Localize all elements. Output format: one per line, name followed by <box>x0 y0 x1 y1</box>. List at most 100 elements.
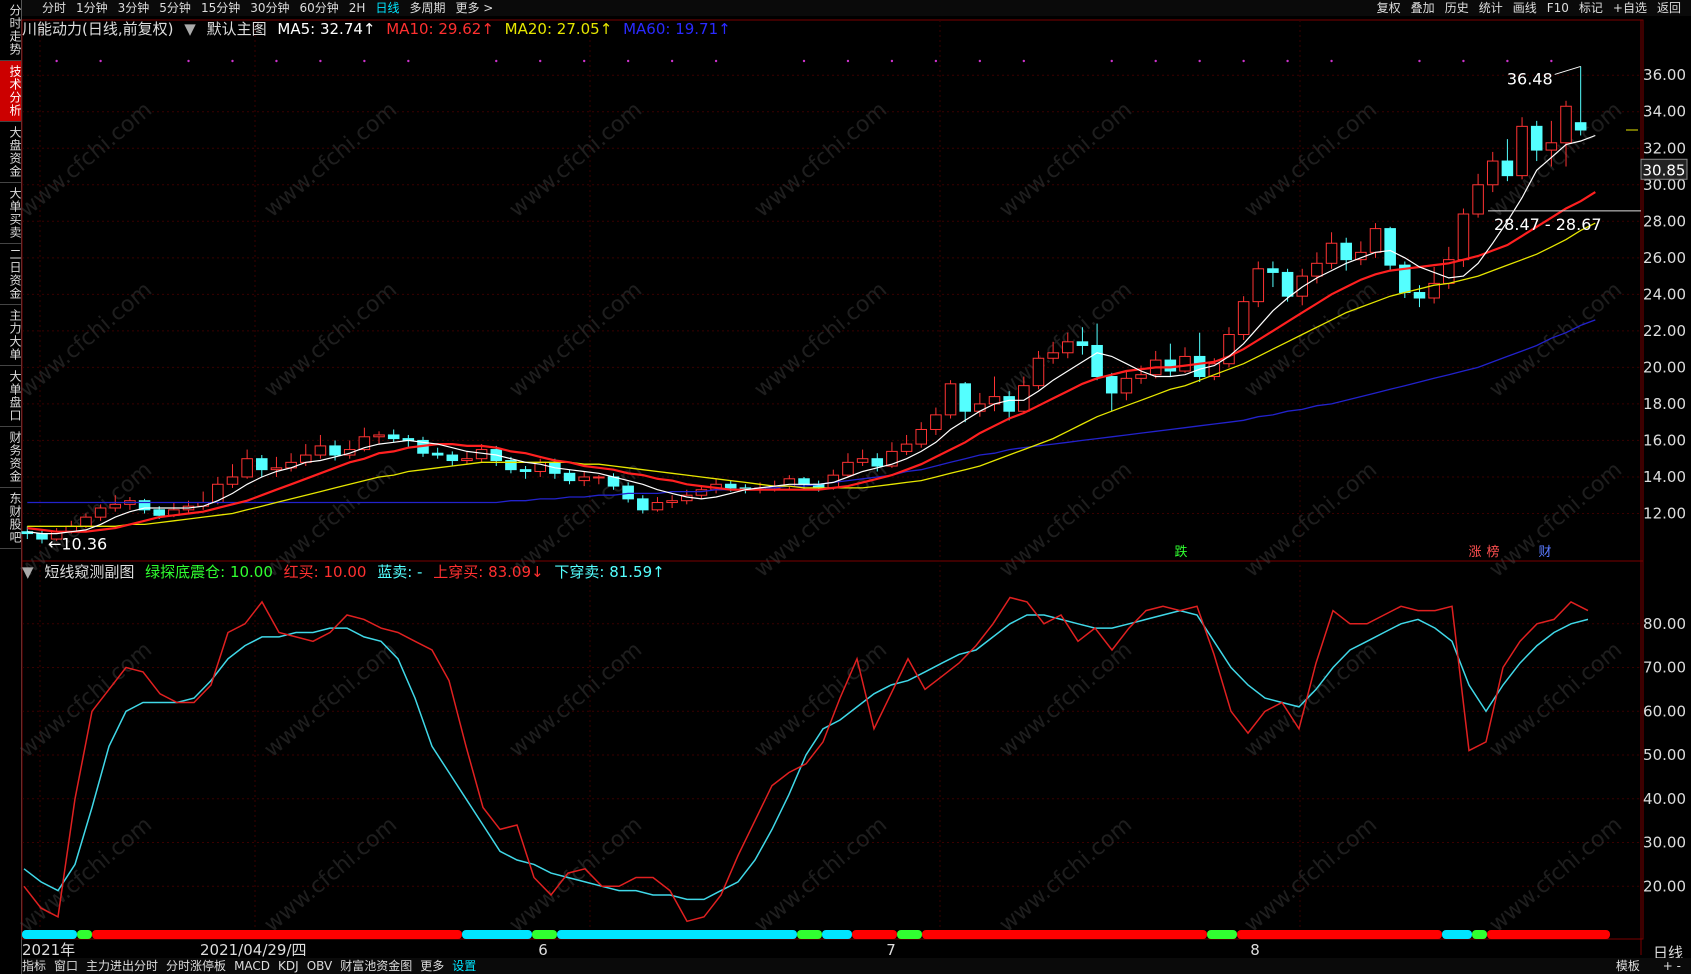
chevron-down-icon[interactable]: ▼ <box>22 563 34 581</box>
marker-dot <box>582 59 586 63</box>
candle-body <box>1223 334 1235 365</box>
candle-body <box>1062 341 1074 354</box>
sidebar-tab-4[interactable]: 二日资金 <box>0 244 22 305</box>
x-axis-label-3: 7 <box>886 941 896 959</box>
sidebar-tab-8[interactable]: 东财股吧 <box>0 488 22 549</box>
watermark-text: www.cfchi.com <box>1485 97 1627 222</box>
marker-dot <box>1022 59 1026 63</box>
candle-body <box>80 516 92 527</box>
indicator-tab-2[interactable]: 主力进出分时 <box>86 959 159 973</box>
toolbar-item-4[interactable]: 画线 <box>1512 1 1537 15</box>
candle-body <box>1545 142 1558 151</box>
sidebar-tab-1[interactable]: 技术分析 <box>0 61 22 122</box>
sidebar-tab-6[interactable]: 大单盘口 <box>0 366 22 427</box>
sidebar-tab-5[interactable]: 主力大单 <box>0 305 22 366</box>
period-tab-8[interactable]: 日线 <box>375 1 400 15</box>
candle-body <box>666 500 678 504</box>
marker-dot <box>670 59 674 63</box>
candle-body <box>387 434 400 440</box>
indicator-tab-9[interactable]: 设置 <box>452 959 477 973</box>
period-tab-2[interactable]: 3分钟 <box>117 1 150 15</box>
template-name[interactable]: 默认主图 <box>206 20 267 38</box>
period-tab-3[interactable]: 5分钟 <box>159 1 191 15</box>
indicator-tab-5[interactable]: KDJ <box>278 959 299 973</box>
period-tab-9[interactable]: 多周期 <box>409 1 446 15</box>
sidebar-tab-0[interactable]: 分时走势 <box>0 0 22 61</box>
indicator-tab-7[interactable]: 财富池资金图 <box>340 959 413 973</box>
watermark-text: www.cfchi.com <box>15 277 157 402</box>
sub-y-tick-label: 60.00 <box>1643 702 1686 720</box>
candle-body <box>1413 292 1426 299</box>
marker-dot <box>1418 59 1421 63</box>
candle-body <box>1457 213 1470 261</box>
period-tab-5[interactable]: 30分钟 <box>250 1 290 15</box>
toolbar-item-6[interactable]: 标记 <box>1578 1 1603 15</box>
sub-y-tick-label: 70.00 <box>1643 659 1686 677</box>
status-strip-segment <box>557 930 797 939</box>
toolbar-item-1[interactable]: 叠加 <box>1410 1 1435 15</box>
status-strip-segment <box>822 930 852 939</box>
candle-body <box>1296 275 1309 297</box>
candle-body <box>461 458 473 462</box>
indicator-tab-3[interactable]: 分时涨停板 <box>166 959 227 973</box>
marker-dot <box>275 59 278 63</box>
candle-body <box>695 489 708 496</box>
period-tab-1[interactable]: 1分钟 <box>76 1 108 15</box>
period-tab-6[interactable]: 60分钟 <box>299 1 339 15</box>
main-y-tick-label: 12.00 <box>1643 504 1686 522</box>
period-tab-7[interactable]: 2H <box>348 1 366 15</box>
candle-body <box>446 454 459 462</box>
indicator-tab-4[interactable]: MACD <box>234 959 271 973</box>
watermark-text: www.cfchi.com <box>1485 637 1627 762</box>
candle-body <box>1486 160 1499 186</box>
chevron-down-icon[interactable]: ▼ <box>184 20 196 38</box>
main-y-tick-label: 32.00 <box>1643 139 1686 157</box>
indicator-tab-0[interactable]: 指标 <box>22 959 47 973</box>
sub-y-tick-label: 50.00 <box>1643 746 1686 764</box>
x-axis-label-1: 2021/04/29/四 <box>200 941 307 959</box>
template-button[interactable]: 模板 <box>1615 959 1640 973</box>
ma20-line <box>27 222 1596 527</box>
candle-body <box>519 469 532 472</box>
sidebar-tab-7[interactable]: 财务资金 <box>0 427 22 488</box>
toolbar-item-2[interactable]: 历史 <box>1444 1 1469 15</box>
main-y-tick-label: 36.00 <box>1643 66 1686 84</box>
candle-body <box>36 533 48 540</box>
sub-chart-name[interactable]: 短线窥测副图 <box>44 563 135 581</box>
candle-body <box>1105 376 1118 394</box>
watermark-text: www.cfchi.com <box>15 97 157 222</box>
main-y-tick-label: 26.00 <box>1643 249 1686 267</box>
candle-body <box>842 461 854 476</box>
candle-body <box>241 458 253 478</box>
ma60-value: MA60: 19.71↑ <box>623 20 731 38</box>
candle-body <box>622 485 634 500</box>
toolbar-item-7[interactable]: +自选 <box>1612 1 1647 15</box>
toolbar-item-8[interactable]: 返回 <box>1656 1 1681 15</box>
sidebar-tab-3[interactable]: 大单买卖 <box>0 183 22 244</box>
period-tab-10[interactable]: 更多 > <box>455 1 494 15</box>
marker-dot <box>1286 59 1289 63</box>
indicator-tab-6[interactable]: OBV <box>306 959 333 973</box>
period-tab-0[interactable]: 分时 <box>42 1 67 15</box>
marker-dot <box>1198 59 1201 63</box>
indicator-tab-1[interactable]: 窗口 <box>54 959 79 973</box>
indicator-tab-8[interactable]: 更多 <box>420 959 445 973</box>
period-tab-4[interactable]: 15分钟 <box>200 1 241 15</box>
candle-body <box>1135 374 1147 379</box>
watermark-text: www.cfchi.com <box>1485 457 1627 582</box>
period-label: 日线 <box>1653 944 1683 962</box>
marker-dot <box>1550 59 1553 63</box>
marker-dot <box>934 59 938 63</box>
candle-body <box>637 498 649 511</box>
toolbar-item-0[interactable]: 复权 <box>1376 1 1401 15</box>
candle-body <box>270 467 283 471</box>
marker-dot <box>802 59 806 63</box>
toolbar-item-5[interactable]: F10 <box>1546 1 1569 15</box>
ma60-line <box>27 319 1596 504</box>
sidebar-tab-2[interactable]: 大盘资金 <box>0 122 22 183</box>
candle-body <box>109 503 122 509</box>
candle-body <box>1516 125 1528 177</box>
watermark-text: www.cfchi.com <box>750 277 892 402</box>
toolbar-item-3[interactable]: 统计 <box>1478 1 1503 15</box>
zoom-buttons[interactable]: + - <box>1662 959 1681 973</box>
